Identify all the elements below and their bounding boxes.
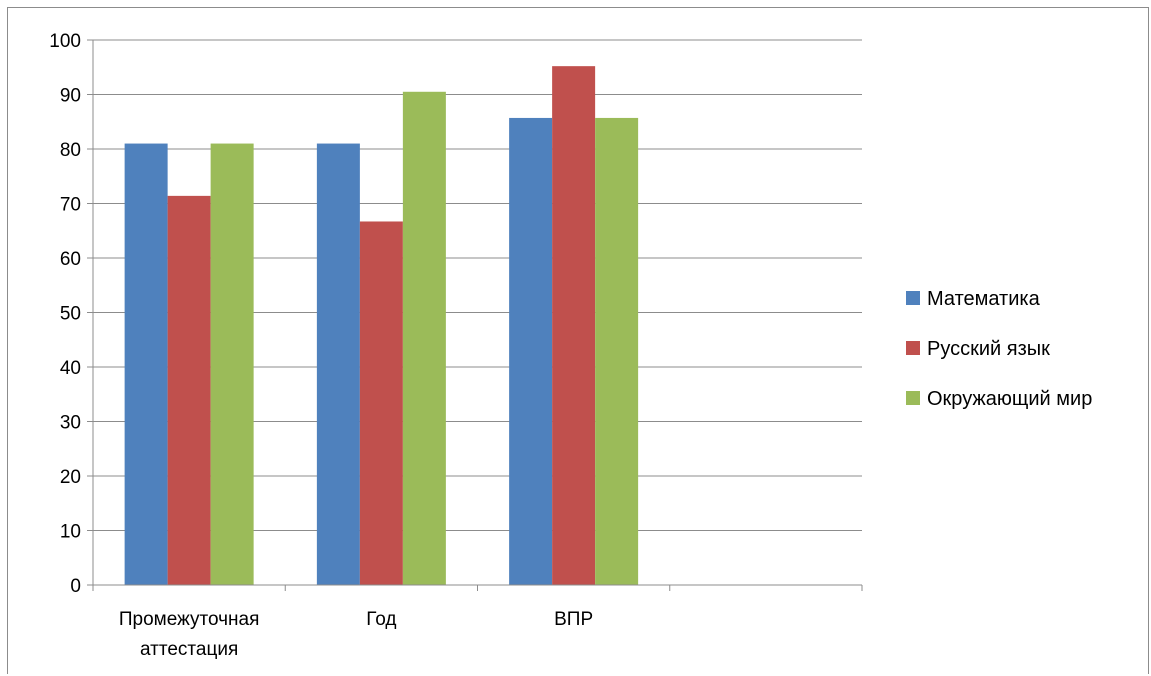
legend-label: Математика [927, 288, 1041, 310]
legend-swatch [906, 391, 920, 405]
bar-1-0 [167, 195, 211, 585]
legend-label: Окружающий мир [927, 388, 1092, 410]
legend-label: Русский язык [927, 338, 1050, 360]
y-tick-label: 10 [60, 522, 81, 543]
y-axis-tick-labels: 0 10 20 30 40 50 60 70 80 90 100 [49, 31, 81, 597]
x-tick-label: аттестация [140, 639, 238, 660]
bars [124, 66, 639, 586]
x-axis-tick-labels: Промежуточная аттестация Год ВПР [119, 609, 593, 660]
bar-0-2 [509, 117, 553, 585]
bar-1-1 [359, 221, 403, 586]
x-tick-label: Год [366, 609, 396, 630]
legend-swatch [906, 291, 920, 305]
y-tick-label: 40 [60, 358, 81, 379]
bar-2-0 [210, 143, 254, 586]
bar-0-0 [124, 143, 168, 586]
bar-0-1 [316, 143, 360, 586]
x-tick-label: ВПР [554, 609, 593, 630]
y-tick-label: 90 [60, 86, 81, 107]
legend: Математика Русский язык Окружающий мир [906, 288, 1092, 410]
axes [87, 39, 863, 591]
y-tick-label: 30 [60, 413, 81, 434]
y-tick-label: 50 [60, 304, 81, 325]
legend-swatch [906, 341, 920, 355]
bar-1-2 [552, 66, 596, 585]
y-tick-label: 0 [70, 576, 81, 597]
y-tick-label: 70 [60, 195, 81, 216]
y-tick-label: 80 [60, 140, 81, 161]
y-tick-label: 20 [60, 467, 81, 488]
y-tick-label: 60 [60, 249, 81, 270]
bar-2-1 [402, 91, 446, 586]
bar-2-2 [595, 117, 639, 585]
x-tick-label: Промежуточная [119, 609, 260, 630]
y-tick-label: 100 [49, 31, 81, 52]
